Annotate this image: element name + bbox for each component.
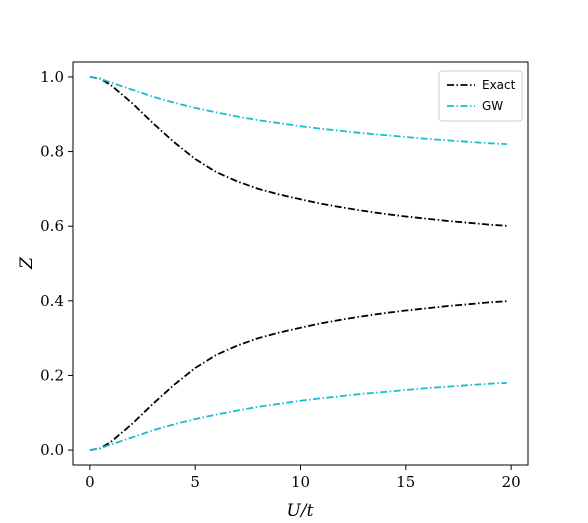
plot-frame: [72, 61, 529, 466]
series-line-gw-lower: [89, 382, 507, 451]
y-tick-label: 0.2: [40, 366, 64, 384]
legend-label-exact: Exact: [482, 78, 516, 92]
x-tick-label: 0: [85, 473, 95, 491]
x-tick-label: 15: [396, 473, 415, 491]
legend-label-gw: GW: [482, 99, 503, 113]
legend: Exact GW: [438, 70, 523, 122]
series-lines: [89, 76, 507, 451]
x-axis-ticks: 0 5 10 15 20: [85, 465, 521, 491]
x-tick-label: 5: [190, 473, 200, 491]
y-tick-label: 0.4: [40, 292, 64, 310]
x-tick-label: 10: [291, 473, 310, 491]
series-line-exact-lower: [89, 300, 507, 451]
y-tick-label: 1.0: [40, 68, 64, 86]
y-axis-ticks: 0.0 0.2 0.4 0.6 0.8 1.0: [40, 68, 73, 459]
y-axis-label: Z: [17, 256, 37, 270]
x-tick-label: 20: [502, 473, 521, 491]
x-axis-label: U/t: [287, 501, 314, 521]
series-line-gw-upper: [89, 76, 507, 145]
y-tick-label: 0.0: [40, 441, 64, 459]
y-tick-label: 0.8: [40, 143, 64, 161]
y-tick-label: 0.6: [40, 217, 64, 235]
legend-box: [438, 70, 523, 122]
